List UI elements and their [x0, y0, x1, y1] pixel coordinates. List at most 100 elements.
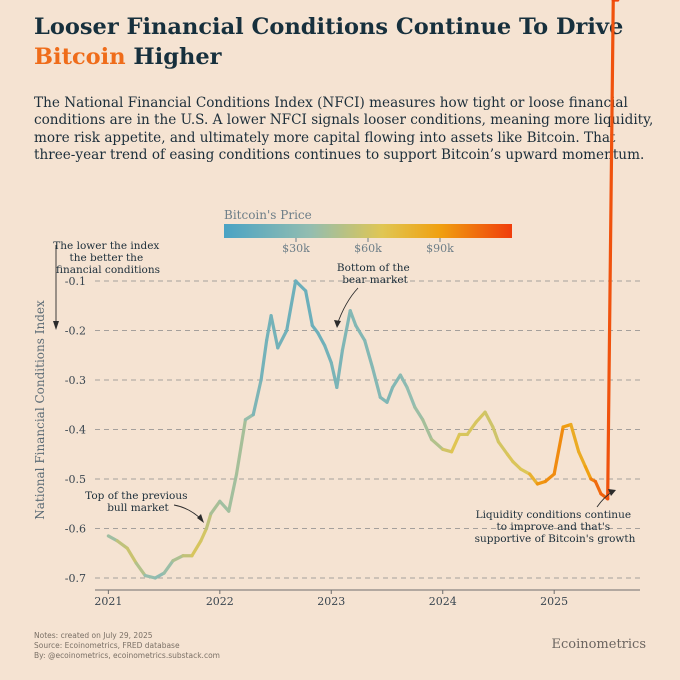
- brand-logo: Ecoinometrics: [551, 637, 646, 652]
- nfci-line-segment: [483, 410, 495, 429]
- nfci-line-segment: [511, 460, 523, 471]
- nfci-line-segment: [569, 422, 581, 454]
- nfci-line-segment: [171, 554, 185, 563]
- nfci-line-segment: [354, 323, 367, 342]
- nfci-line-segment: [153, 571, 166, 580]
- y-tick-label: -0.4: [65, 424, 86, 437]
- nfci-line-segment: [390, 373, 402, 390]
- grid-lines: [95, 280, 640, 579]
- nfci-line-segment: [294, 279, 308, 293]
- annotation-line: Liquidity conditions continue: [476, 509, 631, 521]
- y-tick-label: -0.2: [65, 325, 86, 338]
- nfci-line-segment: [370, 366, 382, 399]
- nfci-line-segment: [218, 499, 231, 513]
- annotation-line: bull market: [107, 502, 169, 514]
- nfci-line-segment: [227, 472, 239, 513]
- nfci-line-segment: [593, 479, 603, 496]
- nfci-line-segment: [450, 432, 462, 454]
- nfci-line-segment: [251, 378, 263, 417]
- nfci-line-segment: [528, 472, 540, 486]
- nfci-line-segment: [125, 546, 138, 565]
- nfci-line-segment: [316, 331, 327, 347]
- nfci-line-segment: [405, 385, 417, 409]
- description: The National Financial Conditions Index …: [34, 95, 654, 164]
- nfci-line-segment: [606, 0, 615, 501]
- annotation-line: to improve and that's: [497, 521, 611, 533]
- nfci-line-segment: [543, 472, 556, 484]
- nfci-line-segment: [115, 539, 129, 550]
- footer-note-created: Notes: created on July 29, 2025: [34, 631, 153, 640]
- nfci-line-segment: [577, 450, 587, 469]
- liquidity-arrowhead: [608, 489, 616, 496]
- nfci-line-segment: [322, 343, 333, 365]
- nfci-line-segment: [259, 338, 269, 382]
- nfci-line-segment: [199, 526, 209, 543]
- x-tick-labels: 2021 2022 2023 2024 2025: [94, 590, 568, 608]
- colorbar-tick-label: $90k: [426, 242, 454, 255]
- nfci-line-segment: [190, 539, 203, 558]
- footer-source: Source: Ecoinometrics, FRED database: [34, 641, 180, 650]
- nfci-line-segment: [474, 410, 487, 424]
- title-accent: Bitcoin: [34, 44, 126, 70]
- nfci-line-segment: [134, 561, 147, 578]
- y-tick-label: -0.3: [65, 374, 86, 387]
- nfci-line-segment: [143, 573, 157, 580]
- title-part-2: Higher: [133, 44, 222, 70]
- colorbar: [224, 224, 512, 238]
- colorbar-tick-label: $30k: [282, 242, 310, 255]
- nfci-line-segment: [162, 559, 175, 575]
- colorbar-tick-label: $60k: [354, 242, 382, 255]
- y-tick-label: -0.1: [65, 275, 86, 288]
- nfci-line-segment: [304, 289, 314, 328]
- top-bull-arrowhead: [197, 514, 204, 523]
- x-tick-label: 2023: [317, 595, 345, 608]
- x-tick-label: 2025: [540, 595, 568, 608]
- nfci-line-segment: [276, 328, 289, 350]
- y-axis-label: National Financial Conditions Index: [33, 300, 47, 520]
- title-part-1: Looser Financial Conditions Continue To …: [34, 14, 624, 40]
- nfci-line-segment: [204, 512, 213, 531]
- x-tick-label: 2021: [94, 595, 122, 608]
- nfci-line-segment: [429, 437, 445, 451]
- bottom-bear-arrowhead: [334, 320, 341, 328]
- nfci-line-segment: [385, 385, 395, 404]
- nfci-line-segment: [234, 418, 248, 476]
- y-tick-label: -0.5: [65, 473, 86, 486]
- liquidity-arrow: [596, 491, 613, 508]
- colorbar-ticks: $30k $60k $90k: [282, 238, 454, 255]
- bottom-bear-annotation: Bottom of the bear market: [337, 262, 413, 286]
- footer-notes: Notes: created on July 29, 2025 Source: …: [34, 631, 220, 661]
- annotation-line: Bottom of the: [337, 262, 410, 274]
- colorbar-title: Bitcoin's Price: [224, 208, 312, 222]
- direction-note: The lower the index the better the finan…: [53, 240, 162, 276]
- annotation-line: bear market: [342, 274, 408, 286]
- nfci-line-segment: [496, 440, 509, 456]
- nfci-line-segment: [465, 420, 478, 437]
- nfci-series: [106, 0, 620, 580]
- nfci-line-segment: [398, 373, 409, 390]
- nfci-line-segment: [363, 338, 375, 370]
- nfci-line-segment: [269, 314, 280, 350]
- nfci-line-segment: [583, 465, 593, 481]
- y-tick-labels: -0.1 -0.2 -0.3 -0.4 -0.5 -0.6 -0.7: [65, 275, 86, 585]
- nfci-line-segment: [335, 348, 345, 390]
- direction-note-line: The lower the index: [53, 240, 159, 252]
- nfci-line-segment: [348, 309, 358, 328]
- nfci-line-segment: [285, 279, 298, 333]
- nfci-line-segment: [340, 309, 352, 352]
- x-tick-label: 2024: [429, 595, 457, 608]
- nfci-line-segment: [519, 467, 532, 476]
- top-bull-annotation: Top of the previous bull market: [85, 490, 191, 514]
- y-tick-label: -0.6: [65, 523, 86, 536]
- liquidity-annotation: Liquidity conditions continue to improve…: [475, 509, 636, 545]
- y-tick-label: -0.7: [65, 572, 86, 585]
- direction-note-line: the better the: [69, 252, 143, 264]
- direction-note-line: financial conditions: [56, 264, 160, 276]
- nfci-line-segment: [106, 534, 119, 543]
- page-title: Looser Financial Conditions Continue To …: [34, 12, 664, 72]
- annotation-line: Top of the previous: [85, 490, 187, 502]
- nfci-line-segment: [413, 405, 425, 422]
- nfci-line-segment: [491, 425, 501, 444]
- nfci-line-segment: [552, 425, 565, 476]
